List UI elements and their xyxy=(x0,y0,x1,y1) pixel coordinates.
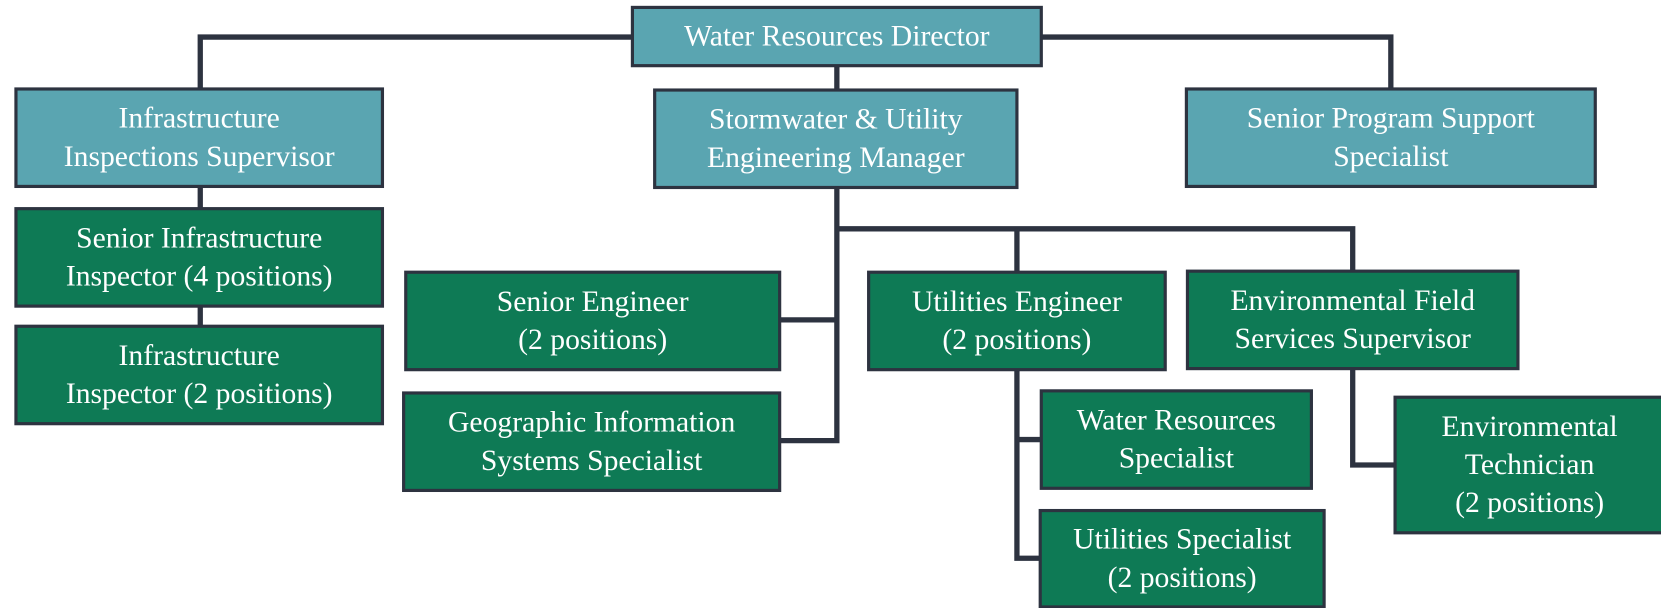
node-box xyxy=(14,87,385,189)
node-label: Environmental xyxy=(1442,411,1618,443)
node-label: Stormwater & Utility xyxy=(709,104,963,136)
node-box xyxy=(653,88,1019,190)
node-box xyxy=(867,270,1167,372)
org-node: Senior Engineer (2 positions) xyxy=(404,270,782,372)
node-label: Inspector (4 positions) xyxy=(66,260,333,292)
node-label: (2 positions) xyxy=(1108,562,1257,594)
boxes: Water Resources DirectorInfrastructureIn… xyxy=(14,5,1661,608)
connector xyxy=(779,187,840,444)
org-node: Environmental Field Services Supervisor xyxy=(1185,269,1520,371)
node-label: Water Resources Director xyxy=(684,21,990,53)
node-box xyxy=(404,270,782,372)
org-node: Environmental Technician (2 positions) xyxy=(1393,395,1661,535)
org-node: Infrastructure Inspections Supervisor xyxy=(14,87,385,189)
org-node: Senior Infrastructure Inspector (4 positi… xyxy=(14,207,385,308)
node-box xyxy=(14,207,385,308)
node-label: Systems Specialist xyxy=(481,445,703,477)
node-label: Senior Infrastructure xyxy=(76,222,322,254)
org-node: Water Resources Director xyxy=(630,5,1043,68)
org-node: Infrastructure Inspector (2 positions) xyxy=(14,324,385,426)
org-node: Utilities Engineer (2 positions) xyxy=(867,270,1167,372)
node-label: Specialist xyxy=(1333,141,1449,173)
node-label: Services Supervisor xyxy=(1235,323,1471,355)
org-node: Water Resources Specialist xyxy=(1039,389,1313,490)
node-label: Infrastructure xyxy=(119,103,280,135)
connector xyxy=(836,226,1356,272)
node-label: (2 positions) xyxy=(942,324,1091,356)
org-node: Senior Program Support Specialist xyxy=(1184,87,1597,189)
node-box xyxy=(1039,389,1313,490)
node-label: Infrastructure xyxy=(119,340,280,372)
node-label: Utilities Specialist xyxy=(1073,524,1292,556)
node-label: (2 positions) xyxy=(1455,487,1604,519)
org-node: Stormwater & Utility Engineering Manager xyxy=(653,88,1019,190)
org-node: Utilities Specialist (2 positions) xyxy=(1038,508,1326,608)
connector xyxy=(1350,368,1396,468)
org-node: Geographic Information Systems Specialist xyxy=(402,391,782,493)
node-label: Water Resources xyxy=(1077,405,1276,437)
node-label: Senior Engineer xyxy=(497,286,689,318)
node-box xyxy=(1184,87,1597,189)
node-label: Geographic Information xyxy=(448,407,735,439)
connector xyxy=(197,34,633,89)
node-box xyxy=(1038,508,1326,608)
node-label: Engineering Manager xyxy=(707,142,965,174)
connector xyxy=(1041,34,1394,89)
node-box xyxy=(14,324,385,426)
node-label: Specialist xyxy=(1119,443,1235,475)
node-label: (2 positions) xyxy=(518,324,667,356)
connector xyxy=(1014,369,1041,561)
node-box xyxy=(1393,395,1661,535)
node-label: Environmental Field xyxy=(1230,285,1475,317)
node-box xyxy=(1185,269,1520,371)
node-box xyxy=(402,391,782,493)
connectors xyxy=(197,34,1396,561)
node-label: Senior Program Support xyxy=(1247,103,1536,135)
node-label: Utilities Engineer xyxy=(912,286,1122,318)
node-label: Inspector (2 positions) xyxy=(66,378,333,410)
node-label: Technician xyxy=(1465,449,1595,481)
node-label: Inspections Supervisor xyxy=(64,141,335,173)
node-box xyxy=(630,5,1043,68)
